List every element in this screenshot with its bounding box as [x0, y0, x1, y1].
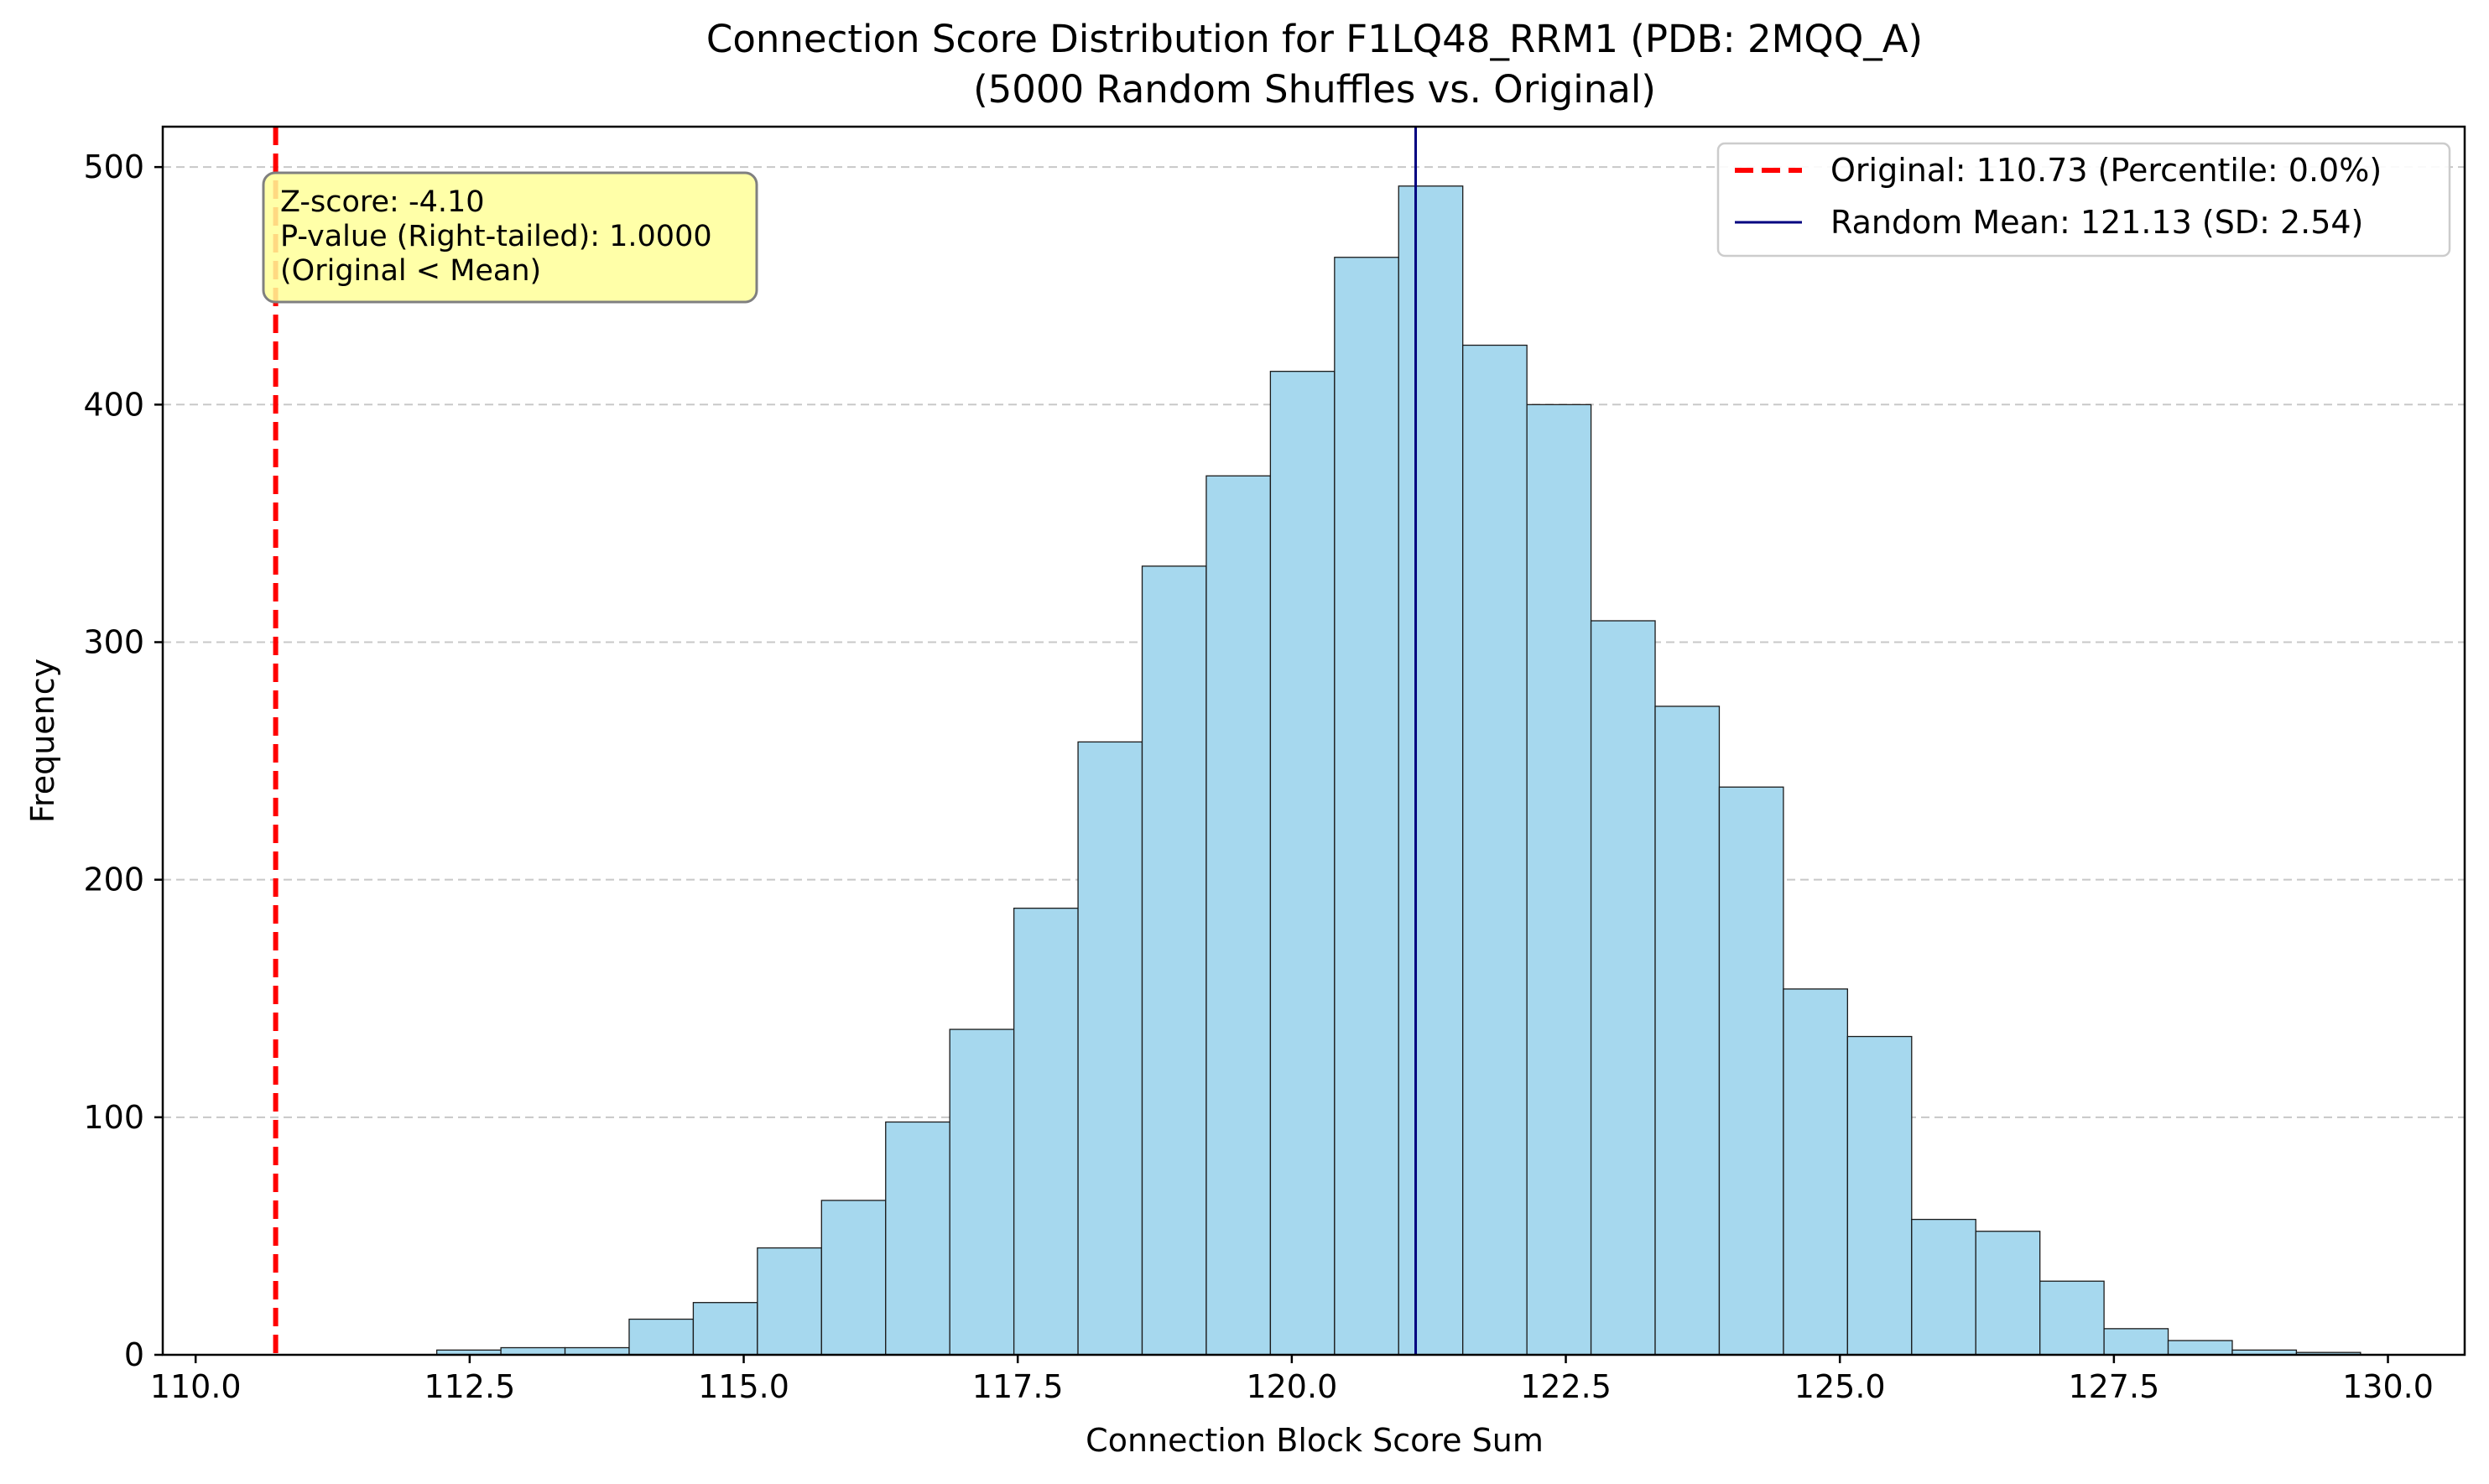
y-tick-label: 300: [83, 623, 144, 660]
y-tick-label: 200: [83, 862, 144, 898]
histogram-bar: [1975, 1231, 2041, 1356]
histogram-bar: [1013, 907, 1079, 1356]
y-tick-label: 500: [83, 148, 144, 185]
histogram-bar: [1718, 786, 1784, 1356]
histogram-bar: [1077, 741, 1143, 1356]
annotation-zscore: Z-score: -4.10: [280, 185, 485, 219]
x-tick-label: 112.5: [424, 1368, 515, 1405]
stats-annotation-box: [262, 171, 758, 304]
grid-lines: [163, 166, 2465, 1118]
x-tick-label: 110.0: [150, 1368, 242, 1405]
legend-box: [1716, 142, 2451, 258]
annotation-pvalue: P-value (Right-tailed): 1.0000: [280, 220, 712, 253]
chart-title: Connection Score Distribution for F1LQ48…: [706, 17, 1923, 61]
histogram-bar: [1205, 475, 1272, 1356]
x-tick-label: 120.0: [1246, 1368, 1337, 1405]
histogram-bar: [500, 1346, 566, 1356]
stats-annotation: Z-score: -4.10 P-value (Right-tailed): 1…: [262, 171, 758, 304]
y-axis-ticks: 0 100 200 300 400 500: [83, 148, 163, 1373]
histogram-bar: [1846, 1035, 1913, 1356]
x-tick-label: 122.5: [1520, 1368, 1612, 1405]
x-axis-ticks: 110.0 112.5 115.0 117.5 120.0 122.5 125.0 127.5…: [150, 1355, 2434, 1405]
y-axis-label: Frequency: [24, 659, 61, 823]
histogram-bar: [1398, 185, 1464, 1356]
histogram-bar: [1590, 620, 1656, 1356]
x-axis-label: Connection Block Score Sum: [1086, 1422, 1544, 1459]
histogram-bar: [885, 1121, 950, 1356]
y-tick-label: 100: [83, 1099, 144, 1136]
histogram-bar: [1141, 565, 1207, 1356]
histogram-bar: [1911, 1218, 1976, 1356]
histogram-bar: [1783, 988, 1848, 1356]
histogram-bar: [628, 1318, 695, 1356]
annotation-direction: (Original < Mean): [280, 254, 541, 288]
x-tick-label: 117.5: [972, 1368, 1064, 1405]
histogram-bar: [949, 1028, 1015, 1356]
x-tick-label: 130.0: [2342, 1368, 2434, 1405]
histogram-bar: [692, 1302, 758, 1356]
histogram-bar: [757, 1247, 822, 1356]
x-tick-label: 125.0: [1794, 1368, 1886, 1405]
histogram-bar: [1334, 257, 1399, 1356]
x-tick-label: 127.5: [2068, 1368, 2159, 1405]
y-tick-label: 400: [83, 386, 144, 423]
histogram-bar: [2103, 1328, 2169, 1356]
legend: Original: 110.73 (Percentile: 0.0%) Rand…: [1716, 142, 2451, 258]
histogram-bar: [1654, 706, 1721, 1356]
histogram-bar: [1526, 404, 1592, 1356]
histogram-bar: [564, 1346, 630, 1356]
histogram-bar: [1462, 344, 1528, 1356]
histogram-bar: [2039, 1280, 2105, 1356]
histogram-bars: [436, 185, 2361, 1356]
histogram-bar: [2167, 1340, 2233, 1356]
x-tick-label: 115.0: [698, 1368, 789, 1405]
y-tick-label: 0: [124, 1336, 144, 1373]
plot-frame: [161, 125, 2466, 1356]
legend-mean-label: Random Mean: 121.13 (SD: 2.54): [1830, 204, 2363, 241]
histogram-bar: [1269, 371, 1336, 1356]
legend-original-label: Original: 110.73 (Percentile: 0.0%): [1830, 152, 2382, 189]
histogram-bar: [820, 1200, 887, 1356]
chart-subtitle: (5000 Random Shuffles vs. Original): [973, 67, 1656, 112]
